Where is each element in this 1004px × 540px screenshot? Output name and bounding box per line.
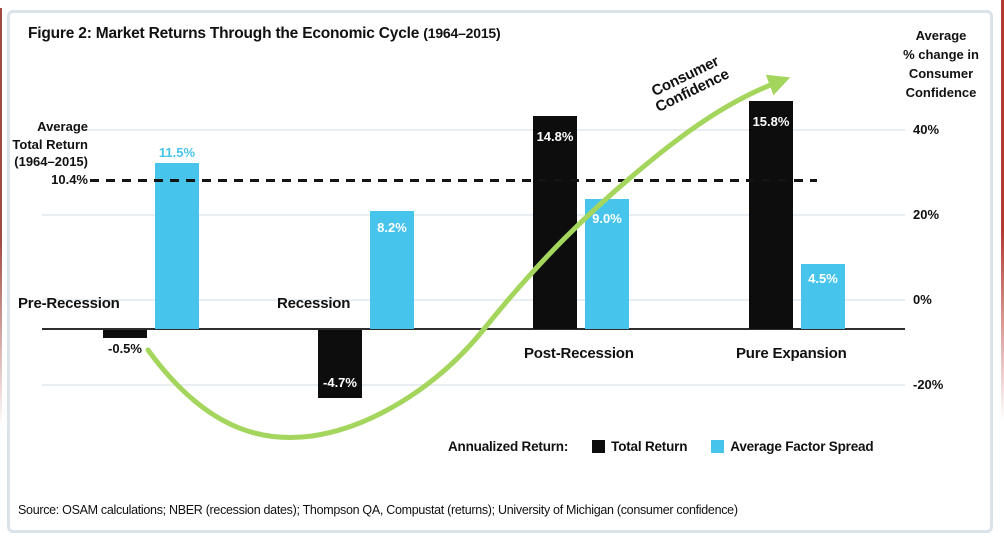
total-return-swatch-icon	[592, 439, 606, 453]
average-total-return-annotation: Average Total Return (1964–2015) 10.4%	[6, 118, 88, 188]
bar-factor-spread-pre-recession	[155, 163, 199, 329]
right-axis-title-line: Consumer	[908, 66, 974, 81]
gridline-neg20pct	[42, 384, 905, 386]
legend-label-total-return: Total Return	[611, 438, 688, 454]
factor-spread-swatch-icon	[711, 439, 725, 453]
right-axis-tick-20: 20%	[913, 207, 940, 222]
annotation-line: Total Return	[12, 136, 88, 152]
value-label-total-return-pure-expansion: 15.8%	[752, 114, 790, 129]
bar-total-return-pre-recession	[103, 330, 147, 338]
bar-total-return-post-recession	[533, 116, 577, 329]
value-label-factor-spread-pure-expansion: 4.5%	[808, 271, 838, 286]
page-edge-accent-left	[0, 8, 2, 428]
chart-title: Figure 2: Market Returns Through the Eco…	[28, 25, 501, 43]
bar-total-return-pure-expansion	[749, 101, 793, 329]
page-edge-accent-right	[1001, 0, 1004, 420]
legend-prefix: Annualized Return:	[448, 438, 569, 454]
value-label-total-return-post-recession: 14.8%	[536, 129, 574, 144]
bar-factor-spread-pure-expansion	[801, 264, 845, 329]
average-return-dashed-line	[90, 179, 817, 182]
consumer-confidence-label: Consumer Confidence	[629, 44, 749, 124]
right-axis-title-line: Confidence	[905, 85, 977, 100]
value-label-factor-spread-recession: 8.2%	[377, 220, 407, 235]
right-axis-tick-neg20: -20%	[913, 377, 944, 392]
right-axis-tick-40: 40%	[913, 122, 940, 137]
category-label-pre-recession: Pre-Recession	[18, 295, 120, 312]
annotation-line: (1964–2015)	[14, 154, 88, 169]
chart-title-main: Figure 2: Market Returns Through the Eco…	[28, 25, 420, 42]
source-citation: Source: OSAM calculations; NBER (recessi…	[18, 503, 738, 517]
legend: Annualized Return: Total Return Average …	[448, 438, 874, 454]
value-label-total-return-recession: -4.7%	[323, 375, 357, 390]
value-label-factor-spread-post-recession: 9.0%	[592, 211, 622, 226]
legend-label-factor-spread: Average Factor Spread	[730, 438, 874, 454]
right-axis-tick-0: 0%	[913, 292, 932, 307]
category-label-pure-expansion: Pure Expansion	[736, 345, 847, 362]
chart-title-years: (1964–2015)	[423, 25, 501, 41]
value-label-total-return-pre-recession: -0.5%	[108, 341, 142, 356]
right-axis-title-line: Average	[915, 28, 967, 43]
right-axis-title: Average % change in Consumer Confidence	[893, 26, 989, 102]
right-axis-title-line: % change in	[903, 47, 979, 62]
category-label-post-recession: Post-Recession	[524, 345, 634, 362]
category-label-recession: Recession	[277, 295, 351, 312]
annotation-line: 10.4%	[51, 171, 88, 187]
annotation-line: Average	[37, 119, 88, 134]
value-label-factor-spread-pre-recession: 11.5%	[158, 145, 196, 160]
